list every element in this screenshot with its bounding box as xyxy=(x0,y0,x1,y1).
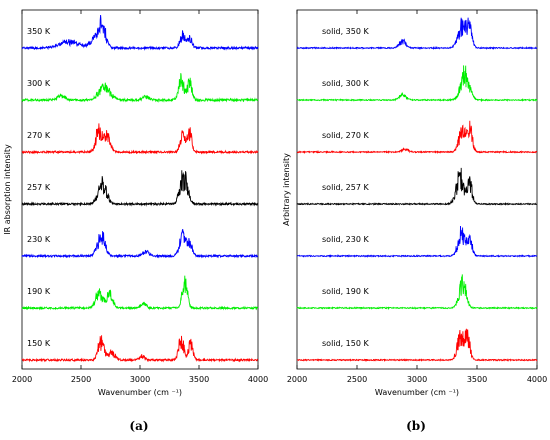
series-label: solid, 300 K xyxy=(322,79,369,88)
series-label: 300 K xyxy=(27,79,51,88)
x-tick-label: 3000 xyxy=(407,375,427,384)
plot-frame xyxy=(21,9,259,370)
panel-a-caption: (a) xyxy=(129,419,149,433)
x-axis-label: Wavenumber (cm ⁻¹) xyxy=(375,388,459,397)
series-label: 350 K xyxy=(27,27,51,36)
series-line xyxy=(21,170,259,207)
x-tick-label: 3500 xyxy=(467,375,487,384)
series-label: 190 K xyxy=(27,287,51,296)
x-tick-label: 2500 xyxy=(71,375,91,384)
series-line xyxy=(21,335,259,363)
y-axis-label: IR absorption intensity xyxy=(3,144,12,235)
series-line xyxy=(296,274,538,311)
x-tick-label: 3500 xyxy=(189,375,209,384)
series-label: solid, 230 K xyxy=(322,235,369,244)
series-label: solid, 150 K xyxy=(322,339,369,348)
panel-b-caption: (b) xyxy=(406,419,426,433)
x-axis-label: Wavenumber (cm ⁻¹) xyxy=(98,388,182,397)
series-label: solid, 257 K xyxy=(322,183,369,192)
chart-panel-b: 2000 2500 3000 3500 4000 Wavenumber (cm ⁻¹) Ar… xyxy=(282,9,547,397)
x-tick-label: 4000 xyxy=(248,375,268,384)
series-line xyxy=(296,167,537,206)
series-line xyxy=(21,73,259,103)
x-tick-label: 2000 xyxy=(287,375,307,384)
series-label: 257 K xyxy=(27,183,51,192)
series-label: solid, 270 K xyxy=(322,131,369,140)
series-line xyxy=(21,229,259,259)
chart-panel-a: 2000 2500 3000 3500 4000 Wavenumber (cm ⁻¹) IR… xyxy=(3,9,268,397)
series-line xyxy=(296,65,538,103)
x-tick-label: 2000 xyxy=(12,375,32,384)
y-axis-label: Arbitrary intensity xyxy=(282,153,291,226)
series-line xyxy=(21,14,259,51)
series-label: 270 K xyxy=(27,131,51,140)
series-line xyxy=(296,17,538,50)
series-label: solid, 190 K xyxy=(322,287,369,296)
series-line xyxy=(296,225,538,258)
series-label: 230 K xyxy=(27,235,51,244)
series-label: solid, 350 K xyxy=(322,27,369,36)
x-tick-label: 4000 xyxy=(527,375,547,384)
x-tick-label: 3000 xyxy=(130,375,150,384)
series-line xyxy=(21,275,259,311)
x-tick-label: 2500 xyxy=(347,375,367,384)
series-label: 150 K xyxy=(27,339,51,348)
series-line xyxy=(296,120,538,155)
series-line xyxy=(296,328,538,363)
series-line xyxy=(21,123,259,155)
